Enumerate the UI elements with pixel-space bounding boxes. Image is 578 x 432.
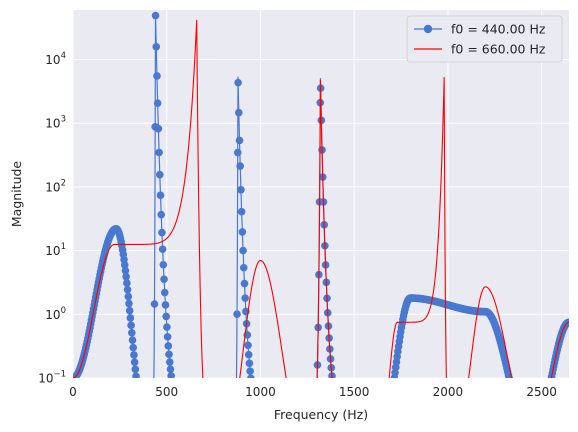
legend: f0 = 440.00 Hz f0 = 660.00 Hz bbox=[406, 15, 563, 63]
legend-label-series-1: f0 = 660.00 Hz bbox=[451, 42, 546, 57]
x-axis-label: Frequency (Hz) bbox=[274, 407, 368, 422]
series-1-line bbox=[73, 19, 569, 378]
y-axis-label: Magnitude bbox=[9, 161, 24, 228]
y-tick-label: 103 bbox=[45, 115, 66, 131]
series-0-point bbox=[133, 379, 141, 387]
y-tick-label: 10−1 bbox=[38, 370, 66, 386]
legend-label-series-0: f0 = 440.00 Hz bbox=[451, 22, 546, 37]
y-tick-label: 101 bbox=[45, 242, 66, 258]
legend-box bbox=[406, 15, 563, 63]
tick-labels: 0 500 1000 1500 2000 2500 10−1 100 101 102 103 104 bbox=[38, 51, 557, 399]
plot-area bbox=[73, 11, 569, 387]
series-0-point bbox=[329, 379, 337, 387]
y-tick-label: 102 bbox=[45, 178, 66, 194]
legend-marker-series-0 bbox=[423, 24, 433, 34]
x-tick-label: 0 bbox=[69, 385, 77, 399]
x-tick-label: 1500 bbox=[339, 385, 370, 399]
y-tick-label: 104 bbox=[45, 51, 66, 67]
y-tick-label: 100 bbox=[45, 306, 66, 322]
x-tick-label: 2500 bbox=[526, 385, 557, 399]
x-tick-label: 1000 bbox=[245, 385, 276, 399]
x-tick-label: 500 bbox=[155, 385, 178, 399]
x-tick-label: 2000 bbox=[433, 385, 464, 399]
series-0-point bbox=[390, 379, 398, 387]
